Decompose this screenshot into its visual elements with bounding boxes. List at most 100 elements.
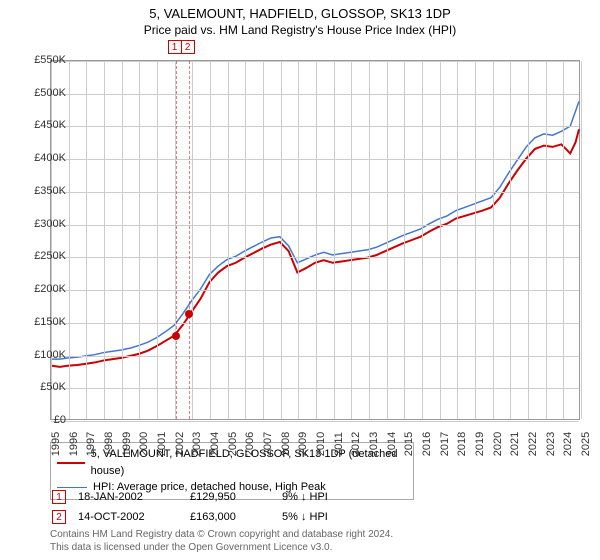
x-axis-label: 2013 [368,432,380,456]
chart-plot-area [50,60,580,420]
grid-line-vertical [510,61,511,419]
grid-line-vertical [440,61,441,419]
grid-line-vertical [281,61,282,419]
grid-line-horizontal [51,159,579,160]
grid-line-horizontal [51,94,579,95]
event-marker-dot [172,332,180,340]
x-axis-label: 2006 [245,432,257,456]
event-number-box: 1 [52,490,66,504]
x-axis-label: 1996 [68,432,80,456]
x-axis-label: 2023 [545,432,557,456]
x-axis-label: 2000 [139,432,151,456]
grid-line-vertical [228,61,229,419]
y-axis-label: £450K [34,119,66,131]
event-line [176,61,177,419]
y-axis-label: £550K [34,54,66,66]
x-axis-label: 2007 [262,432,274,456]
grid-line-vertical [493,61,494,419]
x-axis-label: 2020 [492,432,504,456]
x-axis-label: 2024 [563,432,575,456]
grid-line-horizontal [51,192,579,193]
event-price: £163,000 [190,508,280,526]
grid-line-vertical [69,61,70,419]
grid-line-vertical [210,61,211,419]
event-marker-dot [185,310,193,318]
series-line [51,129,579,367]
x-axis-label: 2016 [421,432,433,456]
grid-line-vertical [122,61,123,419]
y-axis-label: £400K [34,152,66,164]
x-axis-label: 2011 [332,432,344,456]
x-axis-label: 2025 [580,432,592,456]
y-axis-label: £50K [40,381,66,393]
y-axis-label: £100K [34,349,66,361]
y-axis-label: £350K [34,185,66,197]
y-axis-label: £500K [34,87,66,99]
grid-line-vertical [563,61,564,419]
x-axis-label: 2004 [209,432,221,456]
x-axis-label: 2019 [474,432,486,456]
grid-line-horizontal [51,323,579,324]
x-axis-label: 2012 [351,432,363,456]
grid-line-vertical [104,61,105,419]
event-line [189,61,190,419]
grid-line-horizontal [51,126,579,127]
grid-line-vertical [298,61,299,419]
x-axis-label: 2021 [510,432,522,456]
x-axis-label: 2002 [174,432,186,456]
y-axis-label: £0 [54,414,66,426]
grid-line-vertical [334,61,335,419]
grid-line-vertical [404,61,405,419]
x-axis-label: 2005 [227,432,239,456]
grid-line-vertical [457,61,458,419]
event-row: 2 14-OCT-2002£163,0005% ↓ HPI [52,508,338,526]
x-axis-label: 2009 [298,432,310,456]
grid-line-vertical [581,61,582,419]
chart-subtitle: Price paid vs. HM Land Registry's House … [0,21,600,37]
event-date: 14-OCT-2002 [78,508,188,526]
event-change: 9% ↓ HPI [282,488,338,506]
chart-title: 5, VALEMOUNT, HADFIELD, GLOSSOP, SK13 1D… [0,0,600,21]
events-table: 118-JAN-2002£129,9509% ↓ HPI214-OCT-2002… [50,486,340,528]
grid-line-vertical [157,61,158,419]
legend-color-swatch [57,462,85,464]
grid-line-vertical [369,61,370,419]
event-marker-box: 1 [168,40,182,54]
grid-line-horizontal [51,356,579,357]
x-axis-label: 2014 [386,432,398,456]
x-axis-label: 2018 [457,432,469,456]
event-number-box: 2 [52,510,66,524]
grid-line-vertical [263,61,264,419]
footer-line-2: This data is licensed under the Open Gov… [50,541,393,554]
x-axis-label: 2022 [527,432,539,456]
grid-line-vertical [139,61,140,419]
grid-line-vertical [86,61,87,419]
grid-line-vertical [245,61,246,419]
event-row: 118-JAN-2002£129,9509% ↓ HPI [52,488,338,506]
event-date: 18-JAN-2002 [78,488,188,506]
x-axis-label: 1995 [50,432,62,456]
grid-line-vertical [546,61,547,419]
grid-line-horizontal [51,388,579,389]
x-axis-label: 1997 [86,432,98,456]
x-axis-label: 2015 [404,432,416,456]
x-axis-label: 2008 [280,432,292,456]
x-axis-label: 2001 [156,432,168,456]
grid-line-horizontal [51,61,579,62]
footer-line-1: Contains HM Land Registry data © Crown c… [50,528,393,541]
chart-svg [51,61,579,419]
series-line [51,101,579,359]
x-axis-label: 2017 [439,432,451,456]
grid-line-vertical [528,61,529,419]
grid-line-vertical [192,61,193,419]
grid-line-vertical [475,61,476,419]
y-axis-label: £250K [34,250,66,262]
y-axis-label: £150K [34,316,66,328]
event-change: 5% ↓ HPI [282,508,338,526]
grid-line-vertical [387,61,388,419]
grid-line-horizontal [51,257,579,258]
x-axis-label: 2003 [192,432,204,456]
grid-line-vertical [316,61,317,419]
grid-line-horizontal [51,225,579,226]
event-marker-box: 2 [181,40,195,54]
